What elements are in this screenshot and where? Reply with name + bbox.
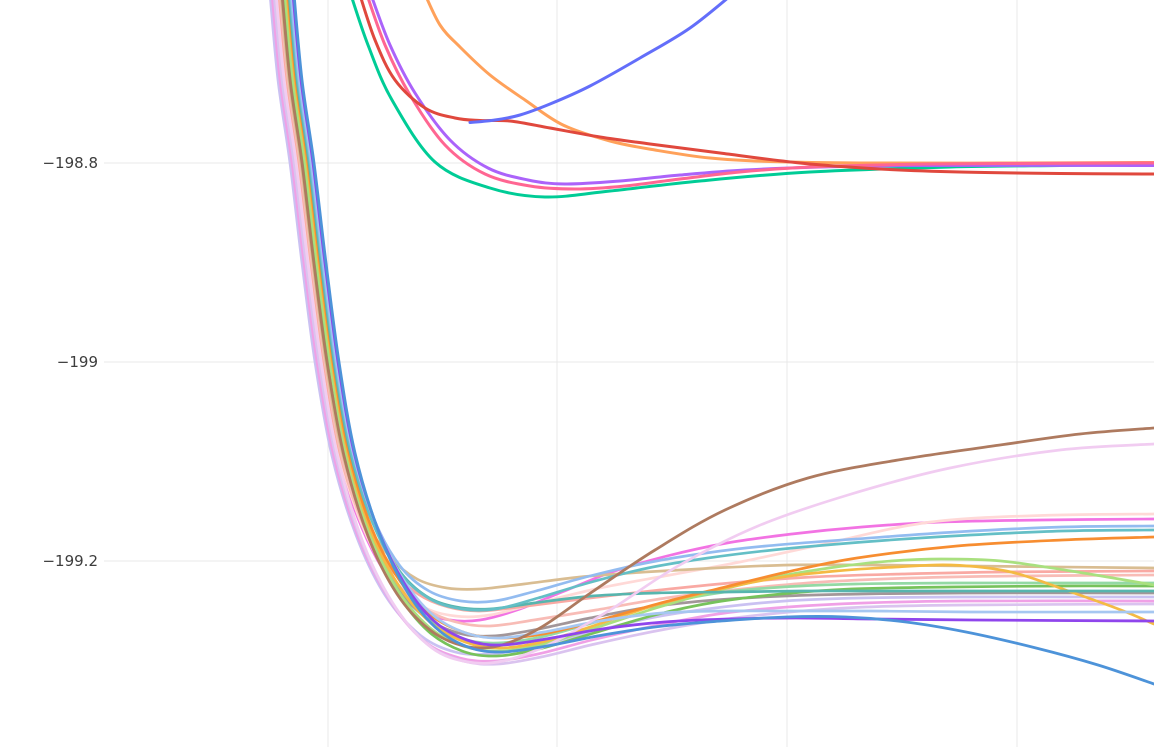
series-steel-blue [293,0,1154,686]
series-pink-top [367,0,1154,191]
series-vivid-purple [292,0,1154,647]
y-axis-tick-labels: −198.8 −199 −199.2 [42,154,98,570]
series-layer [269,0,1154,686]
series-orange-top [425,0,1154,165]
series-light-green [284,0,1154,653]
y-tick-label: −199.2 [42,552,98,570]
y-tick-label: −198.8 [42,154,98,172]
series-lavender [269,0,1154,656]
series-orchid [271,0,1154,663]
grid-layer [104,0,1154,747]
series-teal-dark [288,0,1154,611]
series-indigo-top [468,0,728,124]
y-tick-label: −199 [57,353,98,371]
series-teal [289,0,1154,612]
series-red-top [359,0,1154,176]
series-purple-top [371,0,1154,186]
series-plum [275,0,1154,665]
